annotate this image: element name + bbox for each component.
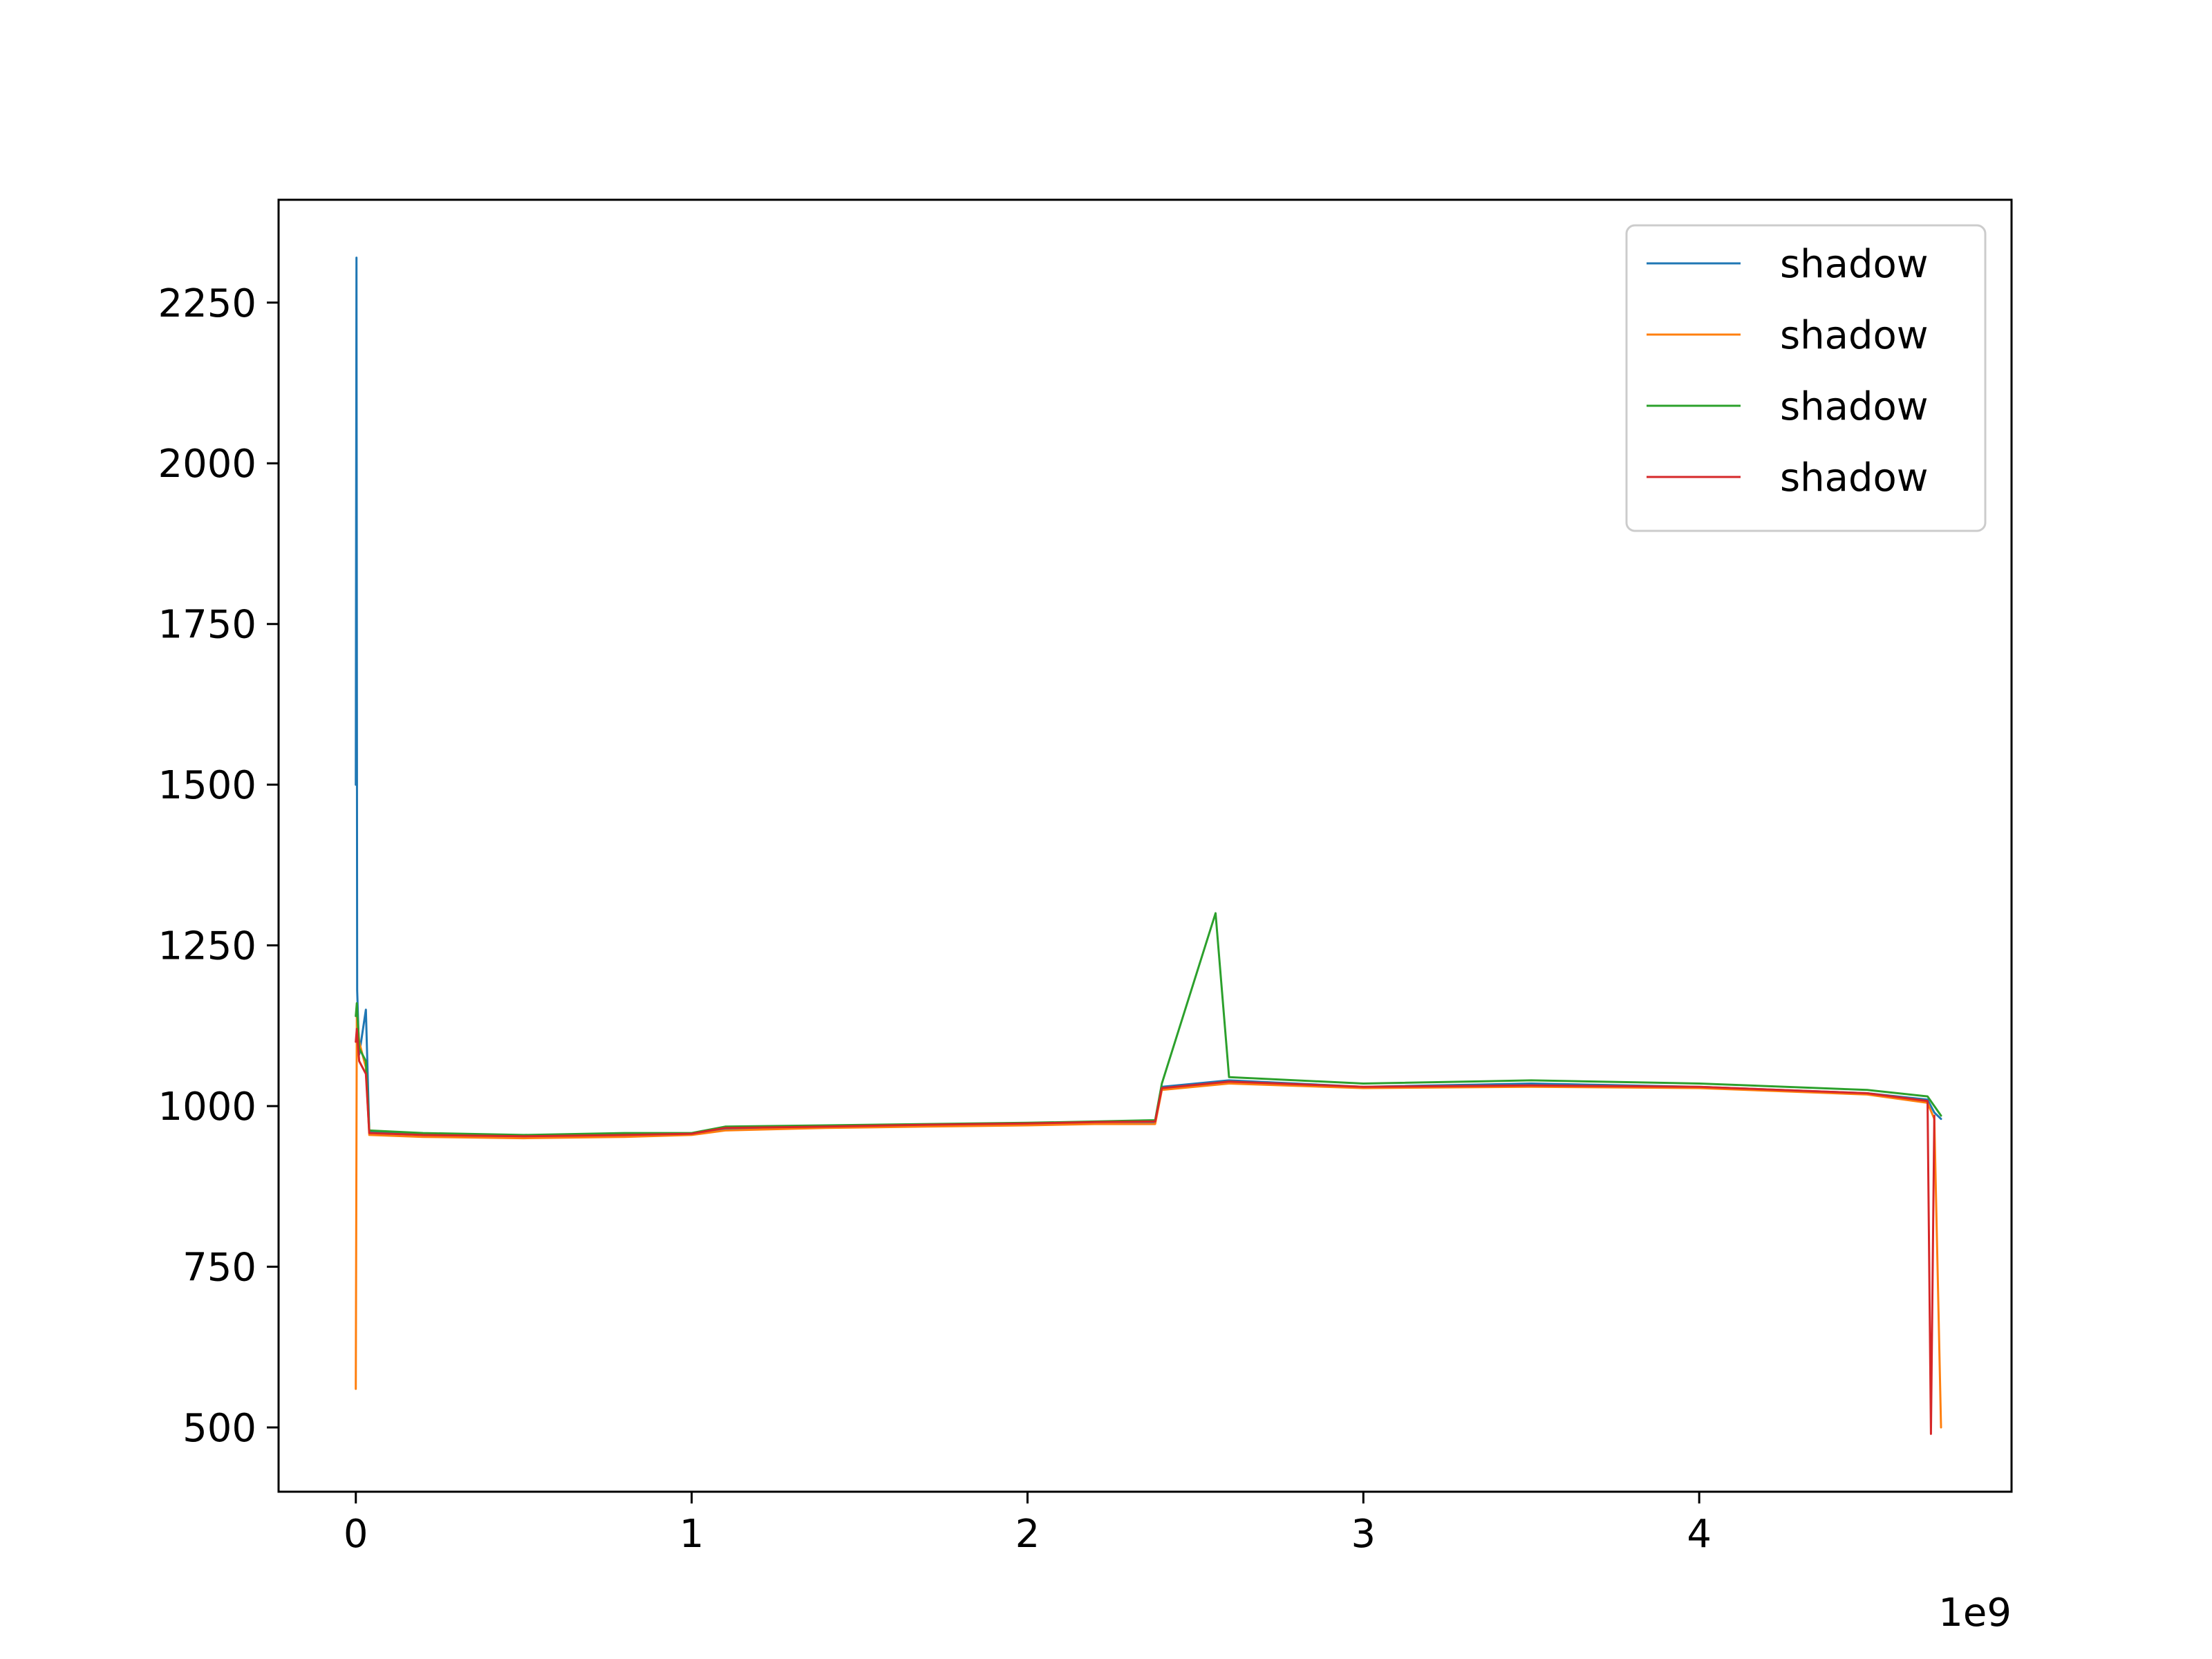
x-axis-offset-label: 1e9: [1938, 1591, 2012, 1635]
legend-entry-label: shadow: [1780, 242, 1929, 287]
y-tick-label: 2250: [158, 281, 256, 326]
x-tick-label: 3: [1351, 1512, 1376, 1557]
legend-box: [1625, 224, 1987, 532]
y-tick-label: 750: [182, 1246, 256, 1291]
x-tick-label: 0: [344, 1512, 368, 1557]
legend-entry-label: shadow: [1780, 313, 1929, 358]
y-tick-label: 2000: [158, 442, 256, 487]
x-tick-label: 2: [1015, 1512, 1040, 1557]
x-tick-label: 1: [679, 1512, 704, 1557]
y-tick-label: 500: [182, 1406, 256, 1451]
legend-entry-label: shadow: [1780, 384, 1929, 429]
axes-layer: 0 1 2 3 4 500 750 1000 1250 1500 1750 2000 2250: [158, 198, 2013, 1557]
series-line-4: [355, 1028, 1936, 1435]
y-tick-label: 1250: [158, 924, 256, 969]
series-layer: [355, 256, 1942, 1435]
y-tick-label: 1500: [158, 763, 256, 808]
legend: shadow shadow shadow shadow: [1625, 224, 1987, 532]
x-tick-label: 4: [1687, 1512, 1712, 1557]
plot-frame: [277, 198, 2013, 1493]
legend-entry-label: shadow: [1780, 456, 1929, 500]
y-tick-label: 1000: [158, 1085, 256, 1130]
y-tick-label: 1750: [158, 603, 256, 648]
